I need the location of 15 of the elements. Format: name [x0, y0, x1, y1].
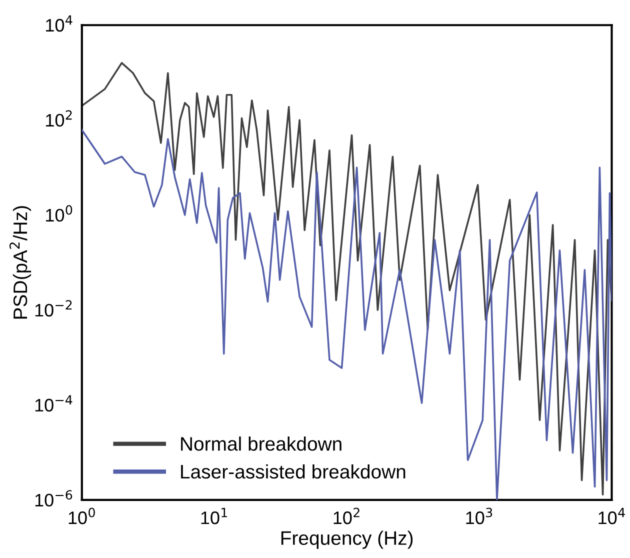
y-tick-label: 10$^{4}$ — [46, 15, 72, 32]
x-tick-label: 10$^{3}$ — [466, 508, 492, 524]
y-tick-label: 10$^{0}$ — [46, 205, 72, 222]
y-tick-label: 10$^{−2}$ — [35, 300, 72, 317]
x-tick-label: 10$^{1}$ — [201, 508, 228, 524]
y-tick-label: 10$^{2}$ — [46, 110, 72, 127]
y-tick-label: 10$^{−4}$ — [35, 395, 72, 412]
y-tick-label: 10$^{−6}$ — [35, 490, 72, 507]
legend-label: Normal breakdown — [181, 436, 342, 451]
x-tick-label: 10$^{4}$ — [598, 508, 625, 524]
x-axis-title: Frequency (Hz) — [281, 530, 413, 549]
y-axis-title: PSD(pA$^{2}$/Hz) — [9, 206, 32, 319]
legend-label: Laser-assisted breakdown — [181, 464, 406, 479]
x-tick-label: 10$^{0}$ — [68, 508, 95, 524]
x-tick-label: 10$^{2}$ — [334, 508, 360, 524]
